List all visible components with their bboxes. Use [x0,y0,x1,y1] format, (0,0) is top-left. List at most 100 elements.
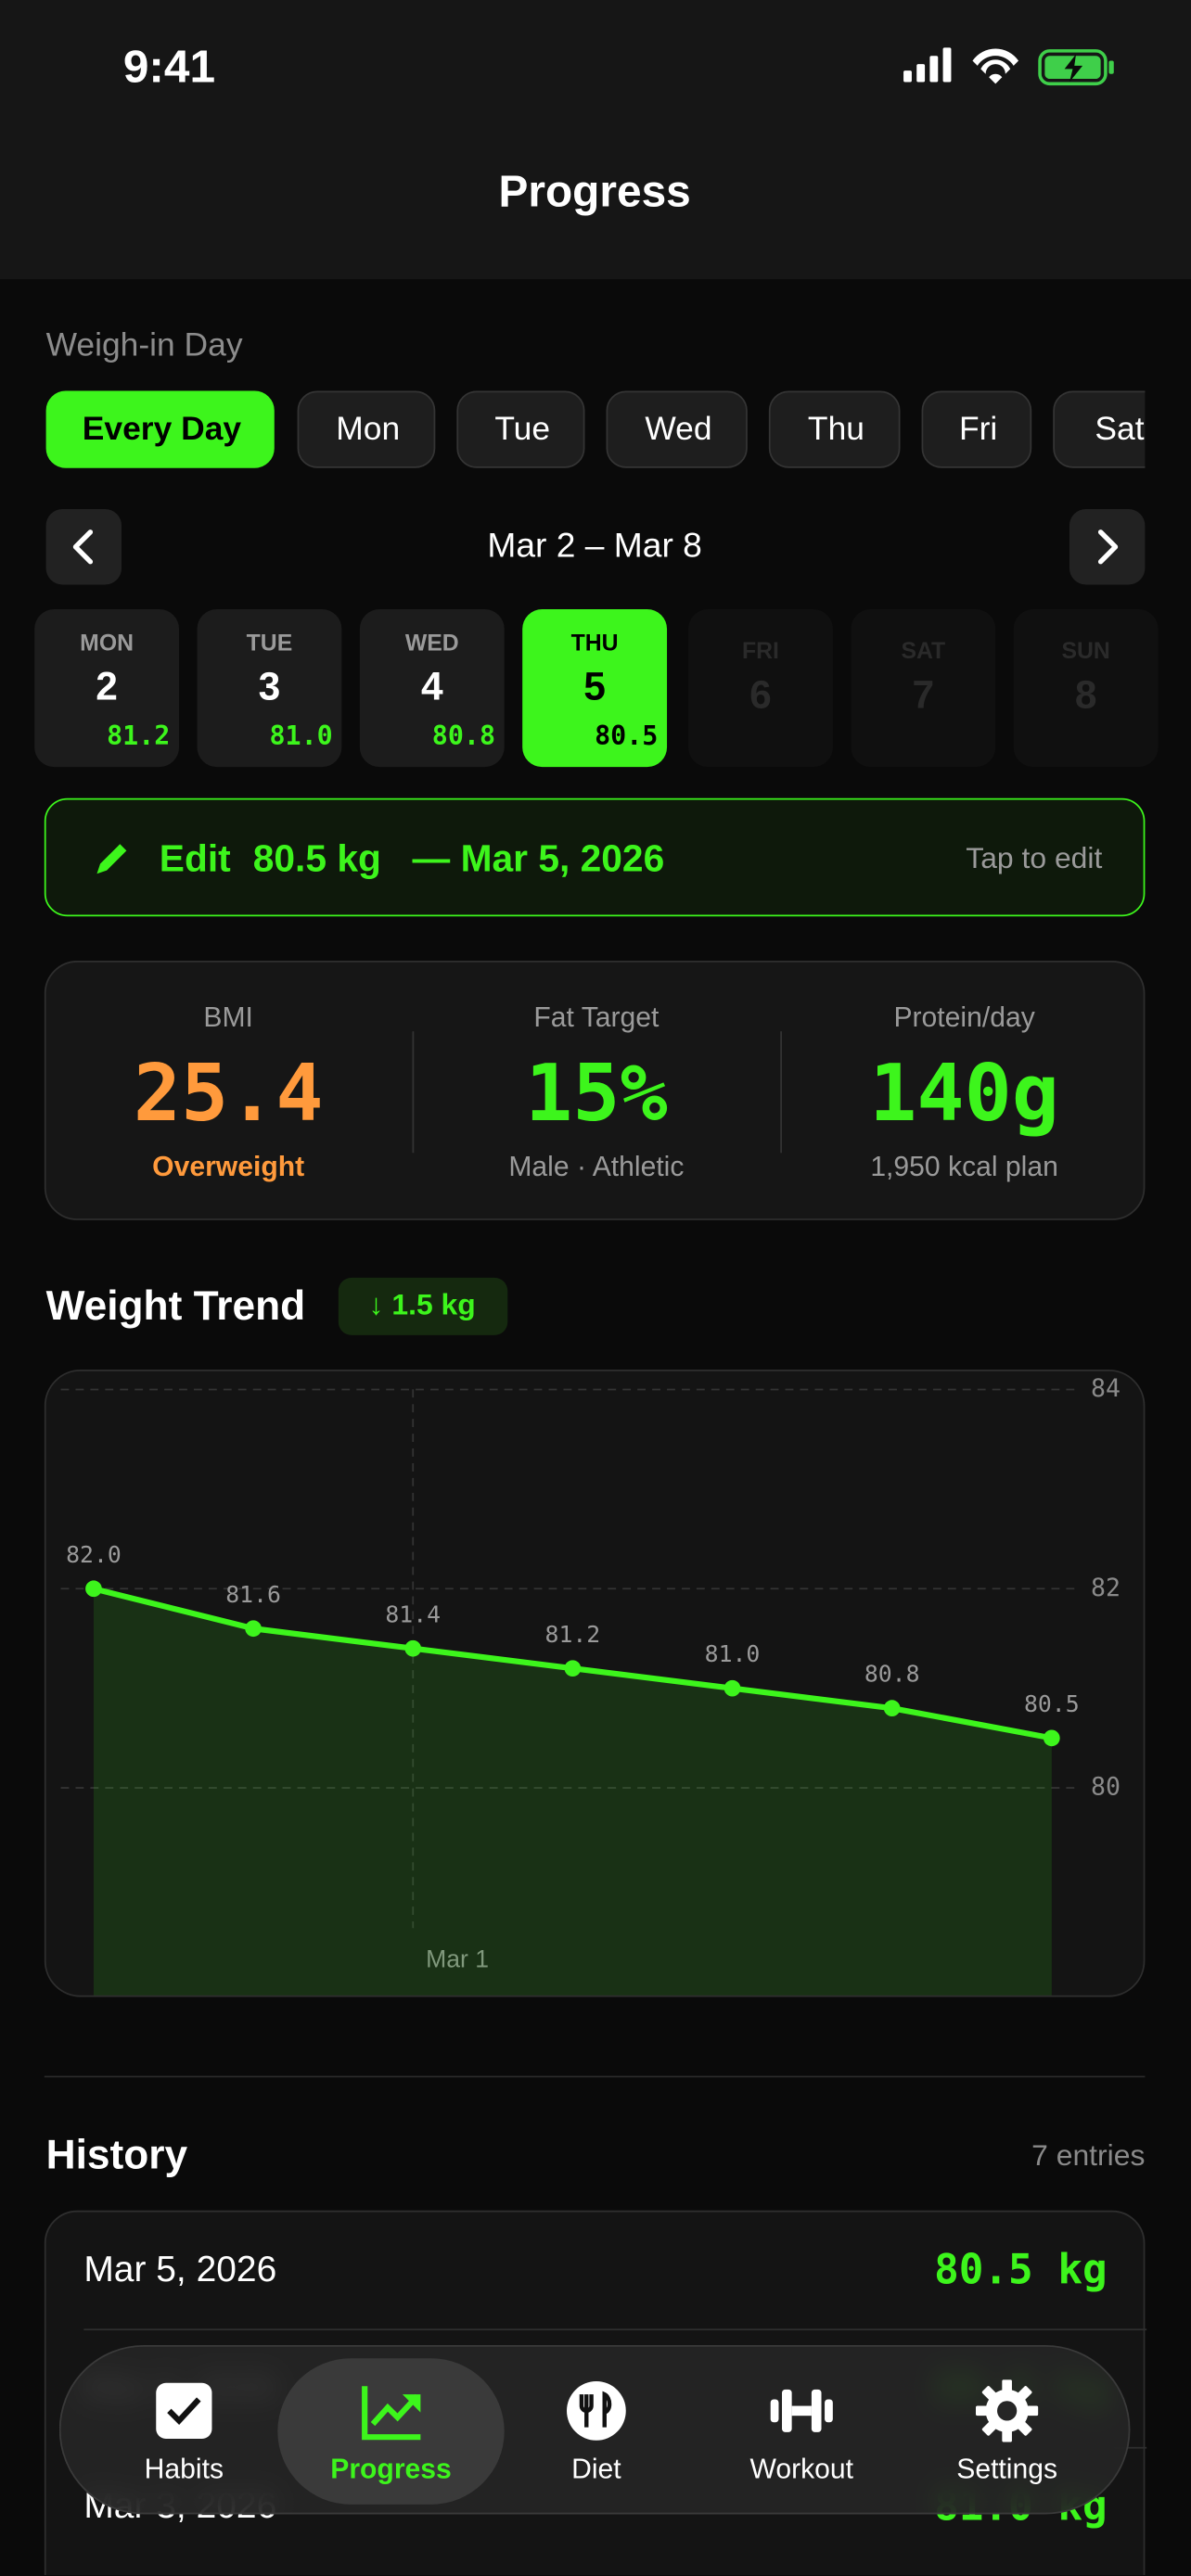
day-date: 8 [1074,673,1097,718]
day-chip[interactable]: Sat [1053,390,1146,468]
tab-bar: Habits Progress Diet Workout Settings [58,2345,1131,2516]
x-tick-label: Mar 1 [426,1945,489,1973]
tab-label: Progress [330,2453,452,2485]
day-name: WED [404,629,459,656]
tab-item[interactable]: Diet [506,2347,686,2516]
day-chip[interactable]: Thu [768,390,901,468]
tab-item[interactable]: Workout [711,2347,892,2516]
day-card[interactable]: MON 2 81.2 [34,609,180,768]
data-point [724,1679,741,1697]
tab-item[interactable]: Progress [301,2347,481,2516]
trend-badge: ↓ 1.5 kg [338,1277,508,1335]
chip-label: Fri [958,411,998,448]
tab-item[interactable]: Settings [916,2347,1097,2516]
chevron [72,529,94,565]
section-divider [44,2075,1146,2078]
day-name: THU [570,629,619,656]
day-date: 2 [96,665,118,710]
tab-label: Diet [571,2453,621,2485]
chart-card: 80 82 84 Mar 1 82.0 81.6 81.4 81.2 81.0 80.8 80.5 [44,1370,1146,1997]
day-chip[interactable]: Tue [456,390,585,468]
screen-title: Progress [498,166,691,216]
day-card[interactable]: WED 4 80.8 [359,609,505,768]
day-date: 7 [912,673,935,718]
data-point [85,1580,102,1598]
header-bar [0,0,1191,280]
value-label: 81.4 [385,1600,441,1627]
edit-action: Edit [159,836,231,880]
edit-date: — Mar 5, 2026 [412,836,665,880]
day-name: FRI [742,637,779,664]
value-label: 80.5 [1024,1690,1080,1717]
prev-week-button[interactable] [45,509,122,585]
day-date: 4 [420,665,443,710]
day-date: 6 [749,673,772,718]
tab-label: Workout [749,2453,854,2485]
stat-value: 25.4 [133,1047,324,1141]
chip-label: Mon [336,411,401,448]
day-card[interactable]: TUE 3 81.0 [197,609,342,768]
stats-divider [780,1031,783,1154]
chip-label: Sat [1095,411,1145,448]
area-fill [93,1588,1052,1996]
value-label: 80.8 [864,1661,920,1688]
status-time: 9:41 [122,41,216,93]
value-label: 81.0 [705,1640,761,1667]
day-name: SUN [1061,637,1110,664]
entry-weight: 80.5 kg [934,2245,1108,2294]
y-tick-label: 80 [1091,1773,1121,1802]
chip-label: Wed [645,411,712,448]
tab-label: Settings [956,2453,1058,2485]
day-card[interactable]: SAT 7 [851,609,996,768]
stat-value: 15% [525,1047,668,1141]
day-name: MON [80,629,134,656]
next-week-button[interactable] [1069,509,1146,585]
stat-note: Overweight [152,1151,305,1183]
section-title: Weight Trend [45,1283,306,1330]
day-card[interactable]: SUN 8 [1013,609,1159,768]
tab-label: Habits [144,2453,224,2485]
day-card[interactable]: FRI 6 [688,609,833,768]
tab-icon [770,2389,833,2432]
weight-chart: 80 82 84 Mar 1 82.0 81.6 81.4 81.2 81.0 80.8 80.5 [60,1374,1121,1996]
chip-label: Thu [807,411,864,448]
day-card[interactable]: THU 5 80.5 [522,609,668,768]
day-date: 3 [258,665,281,710]
stats-divider [412,1031,415,1154]
day-chip[interactable]: Mon [297,390,436,468]
status-icons [903,47,1114,86]
stat-note: 1,950 kcal plan [870,1151,1058,1183]
section-label: Weigh-in Day [45,327,243,364]
y-tick-label: 82 [1091,1574,1121,1602]
tab-icon [362,2386,421,2441]
chevron [1097,529,1119,565]
data-point [883,1700,901,1717]
day-name: SAT [901,637,946,664]
chip-label: Every Day [82,411,242,448]
week-range: Mar 2 – Mar 8 [487,527,702,566]
history-count: 7 entries [1031,2138,1146,2173]
day-chip[interactable]: Wed [606,390,748,468]
day-chip[interactable]: Every Day [45,390,275,468]
stat-label: Fat Target [533,1001,660,1033]
tab-icon [975,2379,1039,2442]
stat-label: BMI [203,1001,253,1033]
edit-entry-bar[interactable]: Edit 80.5 kg — Mar 5, 2026 Tap to edit [44,797,1146,917]
tab-icon [156,2382,212,2439]
data-point [404,1639,422,1657]
chip-label: Tue [494,411,551,448]
day-weight: 80.8 [431,720,496,752]
day-date: 5 [583,665,606,710]
day-chip[interactable]: Fri [921,390,1032,468]
tab-item[interactable]: Habits [94,2347,275,2516]
data-point [564,1660,582,1677]
section-title: History [45,2132,188,2179]
stat-value: 140g [869,1047,1059,1141]
tab-icon [567,2380,626,2441]
day-weight: 81.2 [107,720,171,752]
value-label: 82.0 [66,1541,122,1568]
row-divider [83,2328,1147,2331]
weigh-in-chips: Every Day Mon Tue Wed Thu Fri Sat [0,0,1146,492]
entry-date: Mar 5, 2026 [83,2248,277,2289]
